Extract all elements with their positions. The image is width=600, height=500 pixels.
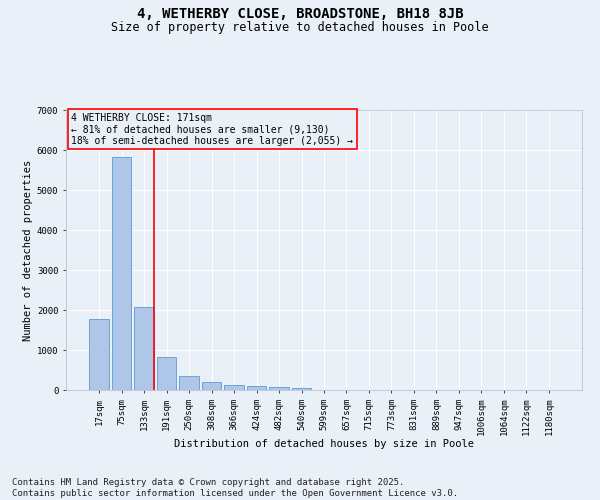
- Bar: [292, 388, 311, 390]
- Text: 4, WETHERBY CLOSE, BROADSTONE, BH18 8JB: 4, WETHERBY CLOSE, BROADSTONE, BH18 8JB: [137, 8, 463, 22]
- Text: Size of property relative to detached houses in Poole: Size of property relative to detached ho…: [111, 21, 489, 34]
- Bar: [134, 307, 154, 390]
- Bar: [269, 387, 289, 390]
- Y-axis label: Number of detached properties: Number of detached properties: [23, 160, 32, 340]
- Bar: [202, 382, 221, 390]
- Bar: [112, 157, 131, 390]
- Text: 4 WETHERBY CLOSE: 171sqm
← 81% of detached houses are smaller (9,130)
18% of sem: 4 WETHERBY CLOSE: 171sqm ← 81% of detach…: [71, 113, 353, 146]
- Bar: [89, 319, 109, 390]
- Bar: [179, 376, 199, 390]
- Bar: [224, 385, 244, 390]
- Text: Contains HM Land Registry data © Crown copyright and database right 2025.
Contai: Contains HM Land Registry data © Crown c…: [12, 478, 458, 498]
- Bar: [247, 386, 266, 390]
- X-axis label: Distribution of detached houses by size in Poole: Distribution of detached houses by size …: [174, 440, 474, 450]
- Bar: [157, 357, 176, 390]
